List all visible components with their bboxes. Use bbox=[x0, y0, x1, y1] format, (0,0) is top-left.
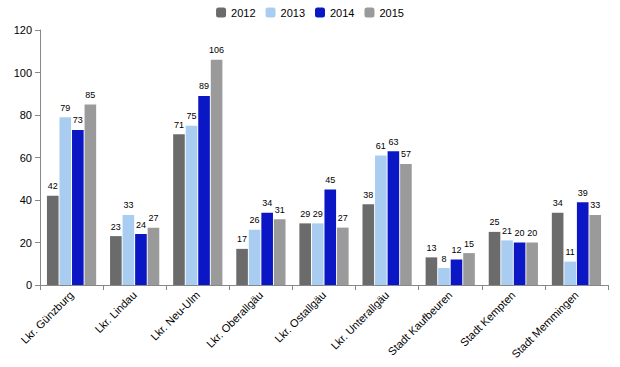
svg-text:20: 20 bbox=[527, 228, 537, 238]
svg-text:89: 89 bbox=[199, 81, 209, 91]
svg-text:Lkr. Oberallgäu: Lkr. Oberallgäu bbox=[204, 289, 265, 350]
svg-text:Stadt Kempten: Stadt Kempten bbox=[458, 289, 518, 349]
svg-text:20: 20 bbox=[515, 228, 525, 238]
svg-text:63: 63 bbox=[388, 137, 398, 147]
svg-text:75: 75 bbox=[187, 111, 197, 121]
svg-text:85: 85 bbox=[85, 90, 95, 100]
svg-text:100: 100 bbox=[14, 67, 32, 79]
svg-text:33: 33 bbox=[590, 200, 600, 210]
svg-text:17: 17 bbox=[237, 234, 247, 244]
svg-text:45: 45 bbox=[325, 175, 335, 185]
svg-text:27: 27 bbox=[148, 213, 158, 223]
svg-text:13: 13 bbox=[426, 243, 436, 253]
svg-text:20: 20 bbox=[20, 237, 32, 249]
svg-text:40: 40 bbox=[20, 194, 32, 206]
svg-text:39: 39 bbox=[578, 188, 588, 198]
svg-text:79: 79 bbox=[60, 103, 70, 113]
svg-text:Lkr. Unterallgäu: Lkr. Unterallgäu bbox=[328, 289, 391, 352]
svg-text:2014: 2014 bbox=[330, 7, 354, 19]
svg-text:31: 31 bbox=[275, 205, 285, 215]
svg-text:42: 42 bbox=[48, 181, 58, 191]
svg-text:23: 23 bbox=[111, 222, 121, 232]
svg-text:15: 15 bbox=[464, 239, 474, 249]
svg-text:57: 57 bbox=[401, 149, 411, 159]
svg-text:71: 71 bbox=[174, 120, 184, 130]
svg-text:120: 120 bbox=[14, 24, 32, 36]
svg-text:21: 21 bbox=[502, 226, 512, 236]
svg-text:29: 29 bbox=[300, 209, 310, 219]
svg-text:Lkr. Lindau: Lkr. Lindau bbox=[92, 289, 138, 335]
svg-text:11: 11 bbox=[566, 247, 575, 257]
svg-text:38: 38 bbox=[363, 190, 373, 200]
svg-text:Lkr. Ostallgäu: Lkr. Ostallgäu bbox=[272, 289, 328, 345]
svg-text:73: 73 bbox=[73, 115, 83, 125]
svg-text:0: 0 bbox=[26, 279, 32, 291]
svg-text:Lkr. Neu-Ulm: Lkr. Neu-Ulm bbox=[148, 289, 202, 343]
svg-text:2013: 2013 bbox=[281, 7, 305, 19]
svg-text:34: 34 bbox=[262, 198, 272, 208]
svg-text:8: 8 bbox=[441, 254, 446, 264]
svg-text:2015: 2015 bbox=[379, 7, 403, 19]
svg-text:12: 12 bbox=[451, 245, 461, 255]
svg-text:80: 80 bbox=[20, 109, 32, 121]
svg-text:29: 29 bbox=[313, 209, 323, 219]
svg-text:106: 106 bbox=[209, 45, 224, 55]
svg-text:24: 24 bbox=[136, 220, 146, 230]
svg-text:60: 60 bbox=[20, 152, 32, 164]
svg-text:34: 34 bbox=[553, 198, 563, 208]
svg-text:Lkr. Günzburg: Lkr. Günzburg bbox=[19, 289, 76, 346]
svg-text:2012: 2012 bbox=[231, 7, 255, 19]
svg-text:33: 33 bbox=[123, 200, 133, 210]
svg-text:Stadt Memmingen: Stadt Memmingen bbox=[509, 289, 581, 361]
svg-text:Stadt Kaufbeuren: Stadt Kaufbeuren bbox=[386, 289, 455, 358]
svg-text:27: 27 bbox=[338, 213, 348, 223]
svg-text:25: 25 bbox=[490, 217, 500, 227]
svg-text:61: 61 bbox=[376, 141, 386, 151]
svg-text:26: 26 bbox=[250, 215, 260, 225]
